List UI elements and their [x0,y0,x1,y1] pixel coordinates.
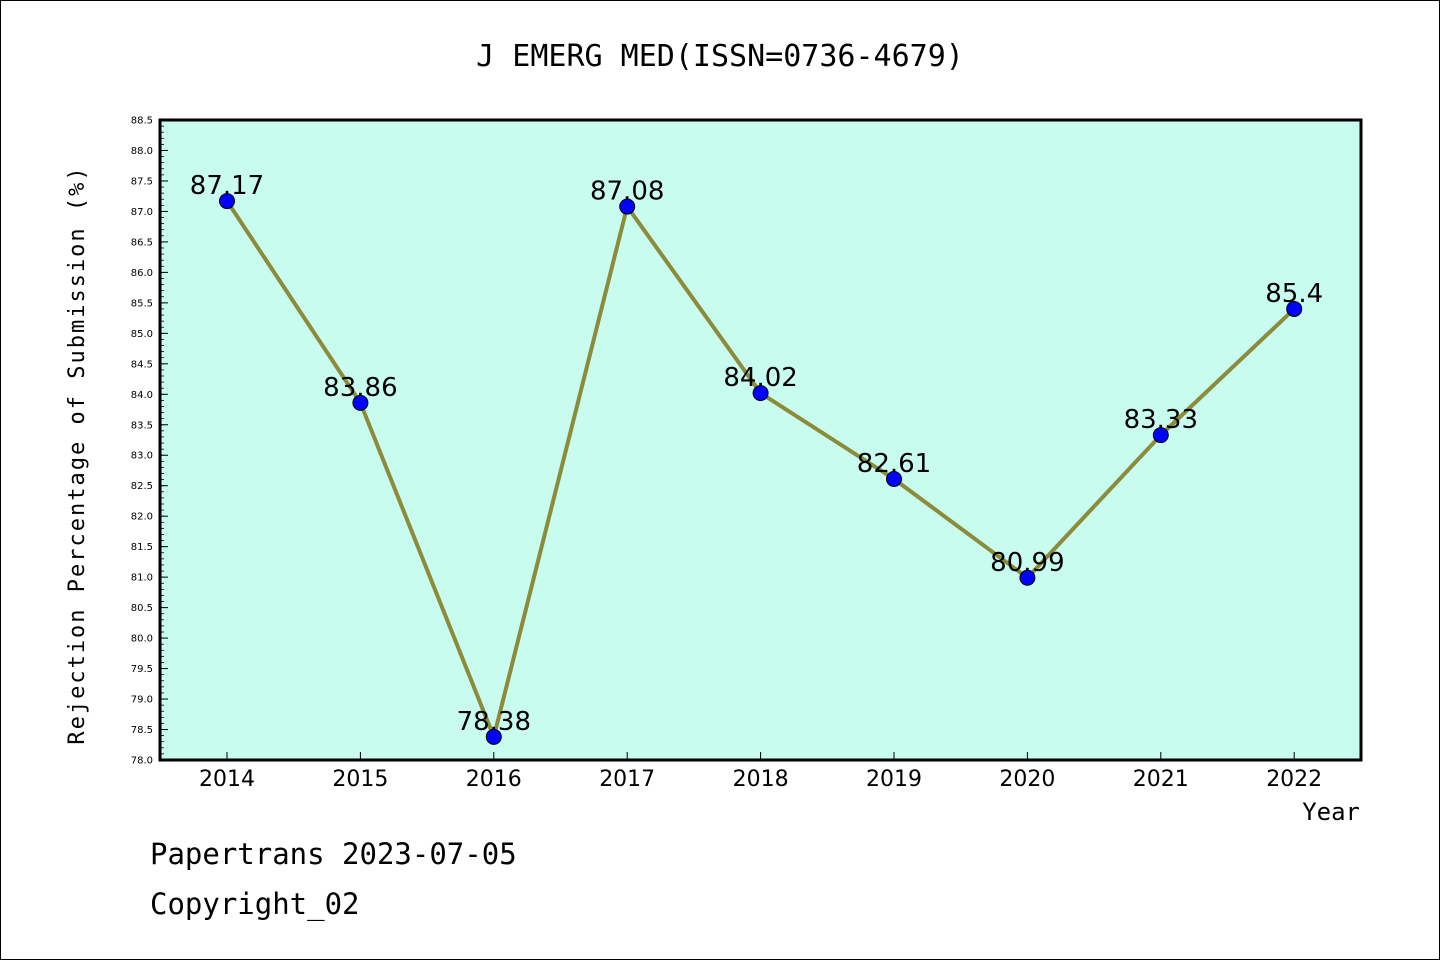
x-tick-label: 2014 [199,767,255,792]
x-axis-ticks: 2014 2015 2016 2017 2018 2019 2020 2021 2022 [199,752,1322,792]
x-tick-label: 2019 [866,767,922,792]
y-tick-label: 84.5 [131,359,153,370]
y-tick-label: 86.0 [131,268,153,279]
data-label: 87.08 [590,177,664,207]
footer-copyright: Copyright_02 [150,887,360,922]
data-label: 83.33 [1124,405,1198,435]
data-point [219,193,235,210]
x-tick-label: 2018 [733,767,789,792]
y-tick-label: 85.5 [131,298,153,309]
data-label: 80.99 [990,548,1064,578]
plot-area [158,118,1363,762]
data-point [619,198,636,215]
data-label: 83.86 [323,373,397,403]
y-tick-label: 84.0 [131,390,153,401]
y-tick-label: 83.0 [131,451,153,462]
y-tick-label: 87.5 [131,176,153,187]
data-label: 78.38 [457,707,531,737]
y-axis-label: Rejection Percentage of Submission (%) [65,165,90,744]
data-label: 85.4 [1265,279,1323,309]
y-tick-label: 83.5 [131,420,153,431]
data-point [1286,300,1303,317]
x-axis-label: Year [1302,798,1360,826]
series-group: 87.17 83.86 78.38 87.08 84.02 82.61 80.99 83.33… [190,171,1323,745]
x-tick-label: 2021 [1133,767,1189,792]
footer-date: Papertrans 2023-07-05 [150,837,517,871]
chart-title: J EMERG MED(ISSN=0736-4679) [476,39,964,74]
data-label: 84.02 [723,363,797,393]
y-axis-ticks: 78.0 78.5 79.0 79.5 80.0 80.5 81.0 81.5 82.0 82.5… [131,116,168,767]
data-point [1019,569,1036,586]
x-tick-label: 2016 [466,767,522,792]
y-tick-label: 88.5 [131,116,153,127]
data-point [485,728,502,745]
y-tick-label: 87.0 [131,207,153,218]
y-tick-label: 78.0 [131,756,153,767]
y-tick-label: 88.0 [131,146,153,157]
data-point [1152,427,1169,444]
y-tick-label: 82.5 [131,481,153,492]
y-tick-label: 78.5 [131,725,153,736]
y-tick-label: 80.5 [131,603,153,614]
y-tick-label: 86.5 [131,237,153,248]
y-tick-label: 81.0 [131,573,153,584]
y-tick-label: 82.0 [131,512,153,523]
x-tick-label: 2020 [999,767,1055,792]
x-tick-label: 2022 [1266,767,1322,792]
x-tick-label: 2017 [599,767,655,792]
y-tick-label: 85.0 [131,329,153,340]
y-tick-label: 81.5 [131,542,153,553]
y-tick-label: 80.0 [131,634,153,645]
x-tick-label: 2015 [332,767,388,792]
data-label: 82.61 [857,449,931,479]
data-point [752,385,769,402]
y-tick-label: 79.0 [131,695,153,706]
data-point [352,394,369,411]
y-tick-label: 79.5 [131,664,153,675]
data-label: 87.17 [190,171,264,201]
data-point [886,471,902,488]
